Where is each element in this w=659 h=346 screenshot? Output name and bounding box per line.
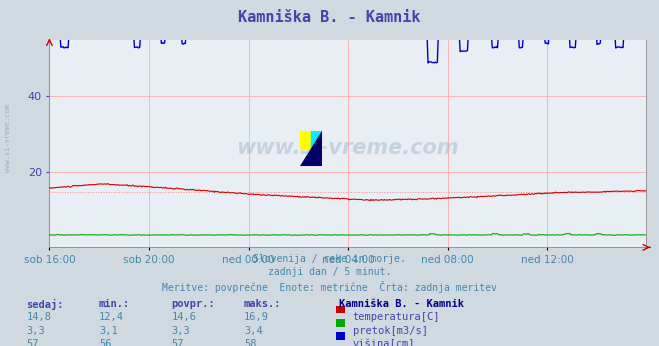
Text: maks.:: maks.: — [244, 299, 281, 309]
Text: Kamniška B. - Kamnik: Kamniška B. - Kamnik — [339, 299, 465, 309]
Text: višina[cm]: višina[cm] — [353, 339, 415, 346]
Text: Meritve: povprečne  Enote: metrične  Črta: zadnja meritev: Meritve: povprečne Enote: metrične Črta:… — [162, 281, 497, 293]
Polygon shape — [300, 131, 311, 149]
Text: zadnji dan / 5 minut.: zadnji dan / 5 minut. — [268, 267, 391, 277]
Text: 16,9: 16,9 — [244, 312, 269, 322]
Text: 57: 57 — [171, 339, 184, 346]
Text: 3,3: 3,3 — [171, 326, 190, 336]
Text: 3,3: 3,3 — [26, 326, 45, 336]
Text: www.si-vreme.com: www.si-vreme.com — [5, 104, 11, 172]
Text: www.si-vreme.com: www.si-vreme.com — [237, 138, 459, 158]
Text: min.:: min.: — [99, 299, 130, 309]
Text: 57: 57 — [26, 339, 39, 346]
Text: 56: 56 — [99, 339, 111, 346]
Text: 14,8: 14,8 — [26, 312, 51, 322]
Polygon shape — [300, 131, 322, 166]
Text: 58: 58 — [244, 339, 256, 346]
Text: 3,1: 3,1 — [99, 326, 117, 336]
Text: pretok[m3/s]: pretok[m3/s] — [353, 326, 428, 336]
Text: Kamniška B. - Kamnik: Kamniška B. - Kamnik — [239, 10, 420, 25]
Text: 14,6: 14,6 — [171, 312, 196, 322]
Text: 3,4: 3,4 — [244, 326, 262, 336]
Text: Slovenija / reke in morje.: Slovenija / reke in morje. — [253, 254, 406, 264]
Text: povpr.:: povpr.: — [171, 299, 215, 309]
Text: 12,4: 12,4 — [99, 312, 124, 322]
Text: temperatura[C]: temperatura[C] — [353, 312, 440, 322]
Polygon shape — [311, 131, 322, 149]
Text: sedaj:: sedaj: — [26, 299, 64, 310]
